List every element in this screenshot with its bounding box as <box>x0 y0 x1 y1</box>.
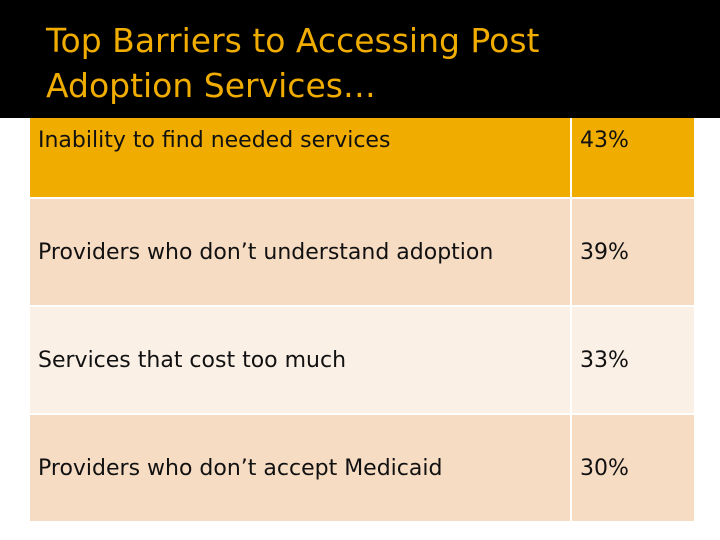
row-label: Inability to find needed services <box>30 118 571 199</box>
row-label: Services that cost too much <box>30 306 571 415</box>
row-percent: 33% <box>570 306 694 415</box>
row-label: Providers who don’t accept Medicaid <box>30 414 571 523</box>
table-row: Providers who don’t accept Medicaid 30% <box>30 414 694 523</box>
title-bar: Top Barriers to Accessing Post Adoption … <box>0 0 720 118</box>
table-row: Providers who don’t understand adoption … <box>30 198 694 307</box>
row-percent: 39% <box>570 198 694 307</box>
row-label: Providers who don’t understand adoption <box>30 198 571 307</box>
table-row: Inability to find needed services 43% <box>30 118 694 199</box>
row-percent: 30% <box>570 414 694 523</box>
slide-title: Top Barriers to Accessing Post Adoption … <box>46 21 540 105</box>
table-row: Services that cost too much 33% <box>30 306 694 415</box>
barriers-table: Inability to find needed services 43% Pr… <box>30 118 694 523</box>
row-percent: 43% <box>570 118 694 199</box>
